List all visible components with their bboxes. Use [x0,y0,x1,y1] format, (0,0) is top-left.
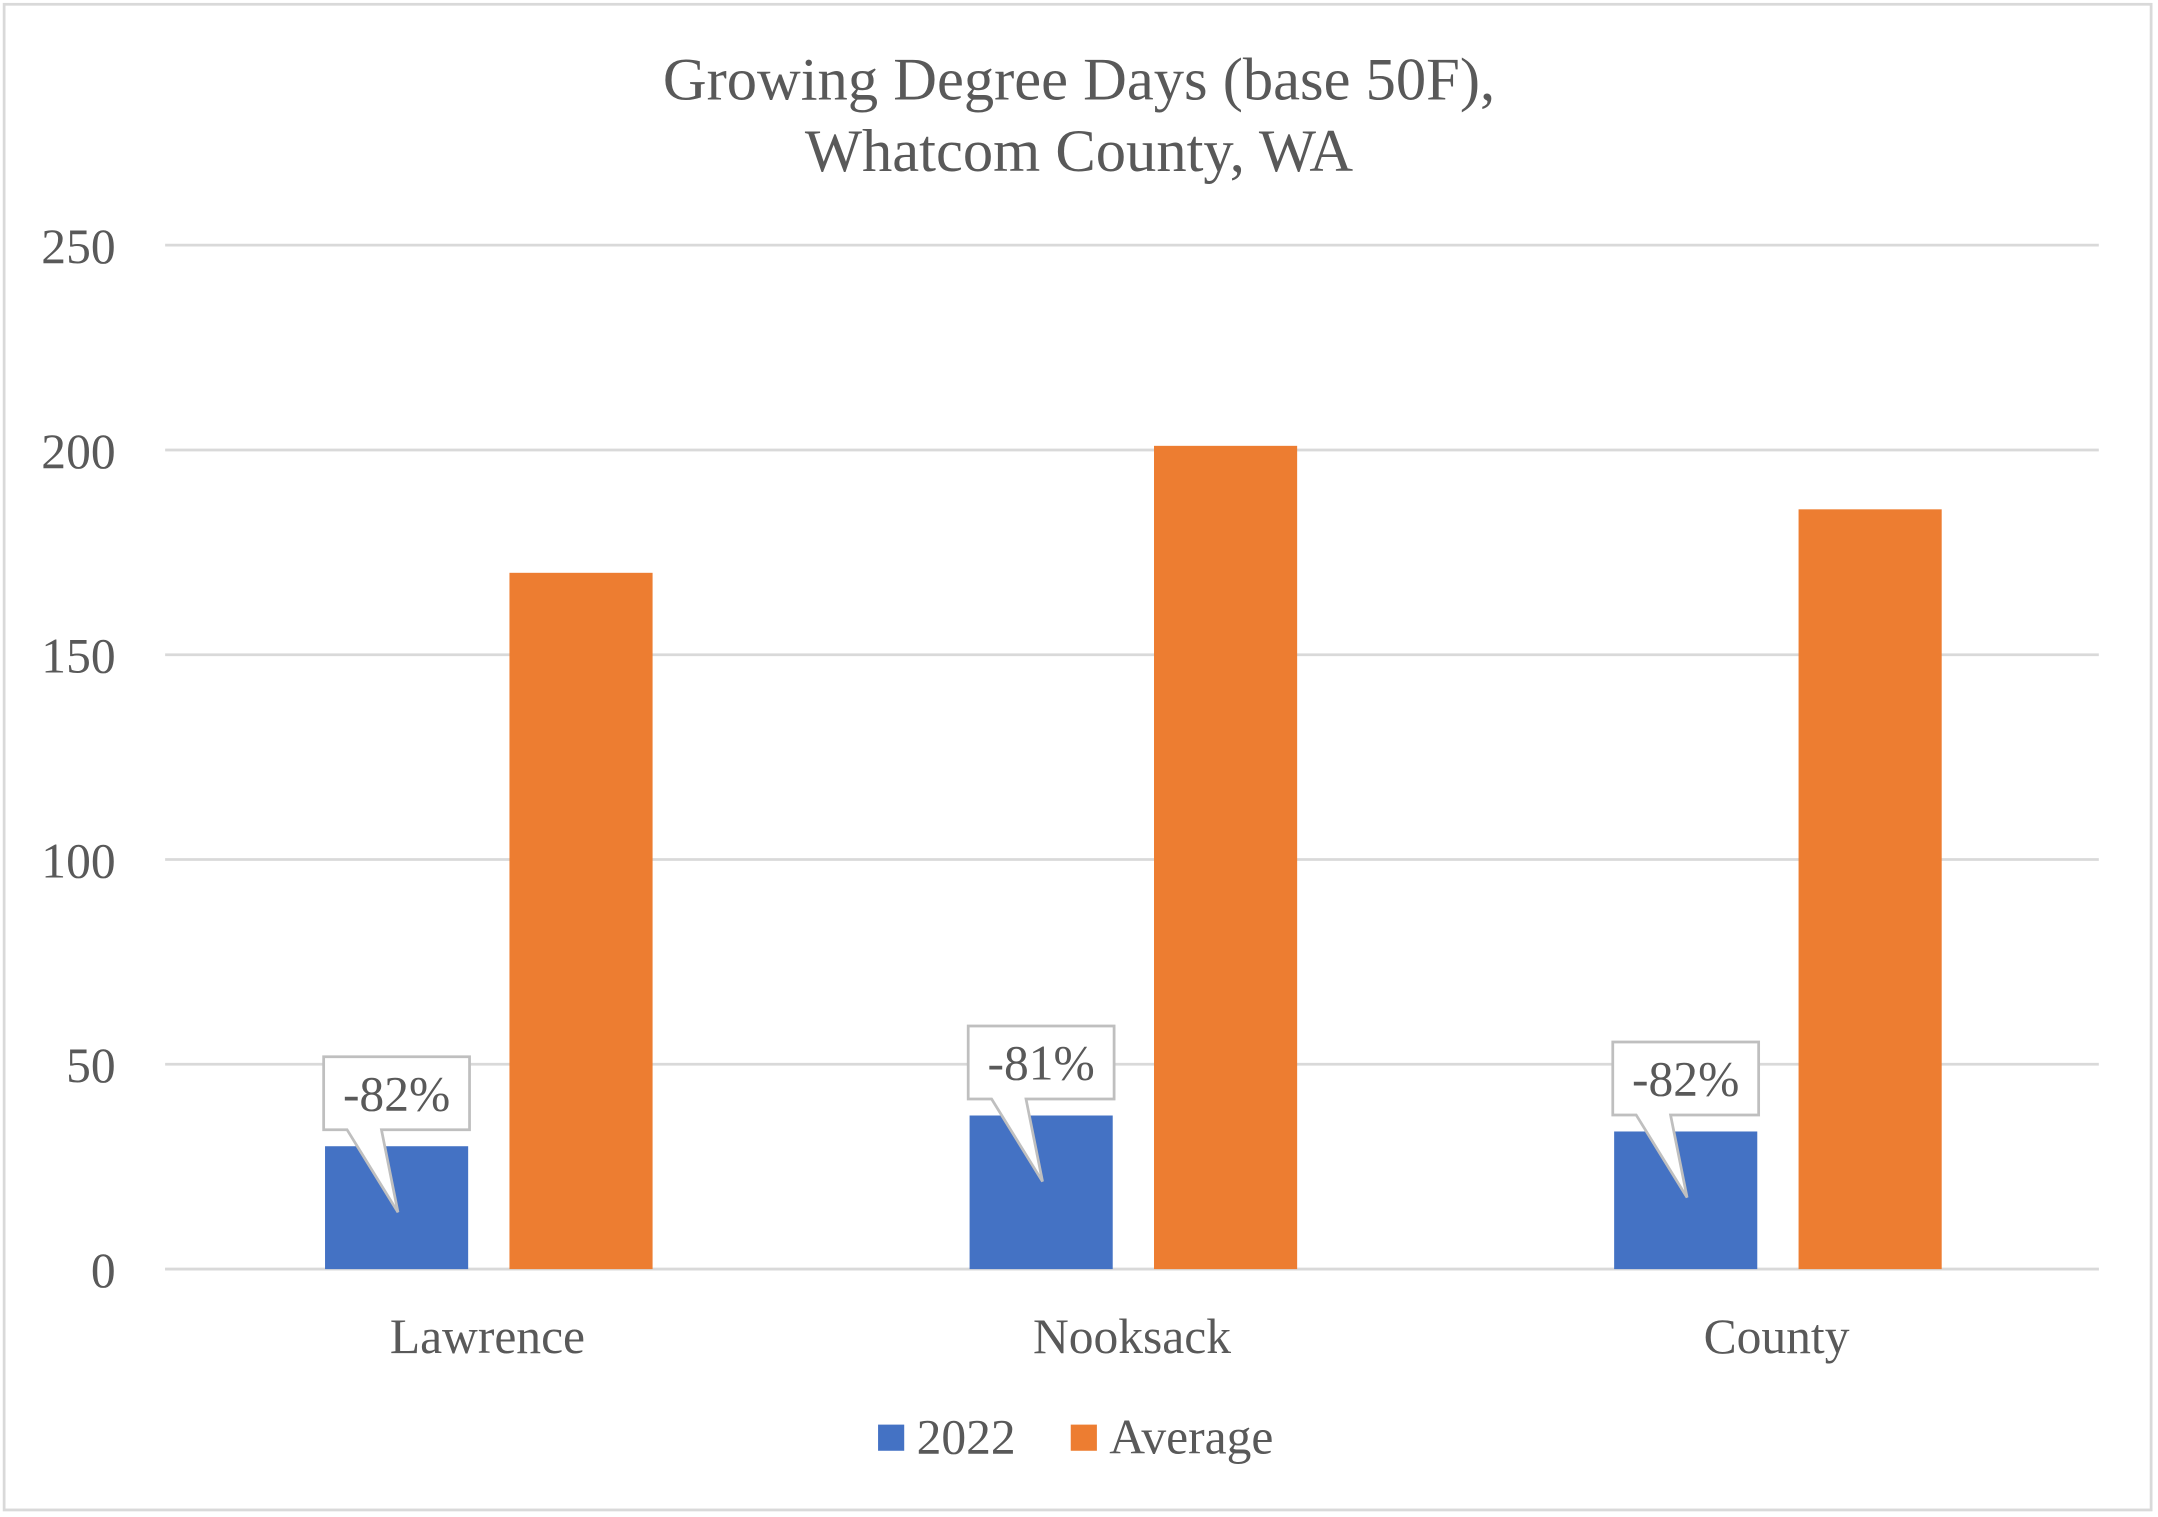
bars [325,445,1942,1270]
legend: 2022 Average [878,1410,1273,1465]
x-axis-ticks: Lawrence Nooksack County [390,1309,1850,1364]
bar-average-county [1798,509,1942,1270]
y-tick-label: 50 [66,1038,116,1093]
data-label-callout: -81% [966,1024,1116,1183]
data-label: -81% [988,1036,1095,1091]
data-label-callout: -82% [322,1055,471,1214]
legend-label-average: Average [1109,1410,1273,1465]
y-tick-label: 250 [41,219,115,274]
data-label: -82% [343,1066,450,1121]
callout-shape [1611,1040,1761,1199]
data-label: -82% [1632,1052,1739,1107]
callout-shape [322,1055,471,1214]
y-tick-label: 0 [91,1243,116,1298]
chart-title-line2: Whatcom County, WA [805,118,1353,185]
chart-title-line1: Growing Degree Days (base 50F), [663,46,1495,113]
data-label-callout: -82% [1611,1040,1761,1199]
data-labels: -82% -81% -82% [322,1024,1761,1214]
x-tick-label: Nooksack [1033,1309,1231,1364]
bar-2022-county [1614,1131,1758,1270]
x-tick-label: County [1704,1309,1850,1364]
gridlines [165,243,2099,1271]
callout-shape [966,1024,1116,1183]
y-axis-ticks: 0 50 100 150 200 250 [41,219,115,1298]
bar-average-lawrence [509,572,653,1270]
x-tick-label: Lawrence [390,1309,585,1364]
bar-average-nooksack [1154,445,1298,1270]
legend-label-2022: 2022 [917,1410,1016,1465]
bar-2022-nooksack [969,1115,1113,1270]
legend-swatch-average [1070,1424,1097,1451]
y-tick-label: 200 [41,424,115,479]
y-tick-label: 150 [41,629,115,684]
y-tick-label: 100 [41,833,115,888]
legend-swatch-2022 [878,1424,905,1451]
